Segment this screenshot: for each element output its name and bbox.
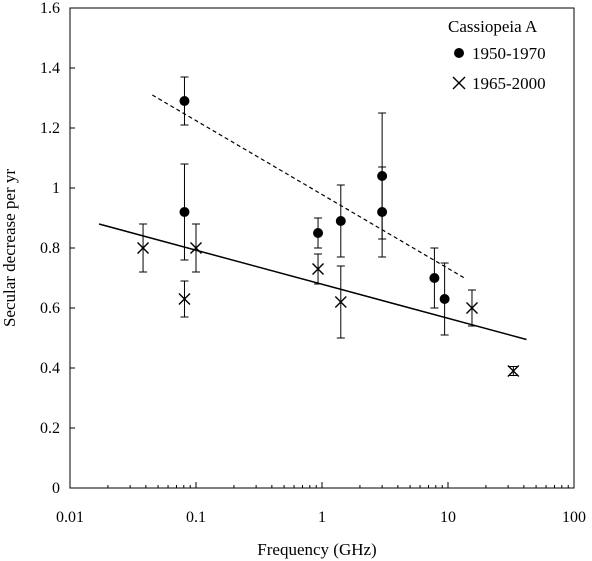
trend-lines <box>98 94 527 341</box>
legend-marker-circle-icon <box>454 48 464 58</box>
trend-line-solid <box>98 223 527 341</box>
point-marker-circle <box>335 216 346 226</box>
legend-marker-cross-icon <box>452 76 466 90</box>
data-points <box>137 76 520 377</box>
x-tick-label: 100 <box>562 509 586 526</box>
point-marker-circle <box>377 207 388 217</box>
data-point-2-4 <box>312 253 325 285</box>
axes: 0 0.2 0.4 0.6 0.8 1 1.2 1.4 1.6 0.01 0.1 1 10 100 <box>40 0 586 526</box>
data-point-1-1 <box>179 76 190 126</box>
point-marker-circle <box>179 207 190 217</box>
x-tick-label: 0.01 <box>56 509 84 526</box>
legend-title: Cassiopeia A <box>448 17 538 36</box>
data-point-1-2 <box>179 163 190 261</box>
y-tick-label: 0.2 <box>40 420 60 437</box>
y-tick-label: 1.6 <box>40 0 60 17</box>
x-tick-label: 10 <box>440 509 456 526</box>
y-tick-label: 0 <box>52 480 60 497</box>
point-marker-circle <box>429 273 440 283</box>
point-marker-cross <box>312 263 325 275</box>
y-tick-label: 0.4 <box>40 360 60 377</box>
data-point-2-6 <box>465 289 478 327</box>
x-axis-title: Frequency (GHz) <box>257 540 376 559</box>
point-marker-cross <box>334 296 347 308</box>
y-tick-label: 1.4 <box>40 60 60 77</box>
data-point-1-8 <box>439 262 450 336</box>
data-point-2-2 <box>178 280 191 318</box>
data-point-1-6 <box>377 166 388 258</box>
point-marker-circle <box>179 96 190 106</box>
point-marker-cross <box>190 242 202 254</box>
data-point-2-5 <box>334 265 347 339</box>
x-tick-label: 1 <box>318 509 326 526</box>
point-marker-circle <box>439 294 450 304</box>
y-axis-title: Secular decrease per yr <box>0 169 19 327</box>
y-tick-label: 1 <box>52 180 60 197</box>
legend-label-series-2: 1965-2000 <box>472 74 546 93</box>
trend-line-dashed <box>152 94 465 279</box>
y-tick-label: 1.2 <box>40 120 60 137</box>
point-marker-cross <box>507 365 520 377</box>
y-tick-label: 0.6 <box>40 300 60 317</box>
point-marker-cross <box>465 302 478 314</box>
x-tick-label: 0.1 <box>186 509 206 526</box>
data-point-1-3 <box>313 217 324 249</box>
y-tick-label: 0.8 <box>40 240 60 257</box>
legend: Cassiopeia A 1950-1970 1965-2000 <box>448 17 546 93</box>
point-marker-cross <box>178 293 191 305</box>
data-point-1-4 <box>335 184 346 258</box>
data-point-2-7 <box>507 365 520 377</box>
data-point-2-3 <box>190 223 202 273</box>
data-point-2-1 <box>137 223 150 273</box>
point-marker-cross <box>137 242 150 254</box>
point-marker-circle <box>313 228 324 238</box>
data-point-1-7 <box>429 247 440 309</box>
legend-label-series-1: 1950-1970 <box>472 44 546 63</box>
